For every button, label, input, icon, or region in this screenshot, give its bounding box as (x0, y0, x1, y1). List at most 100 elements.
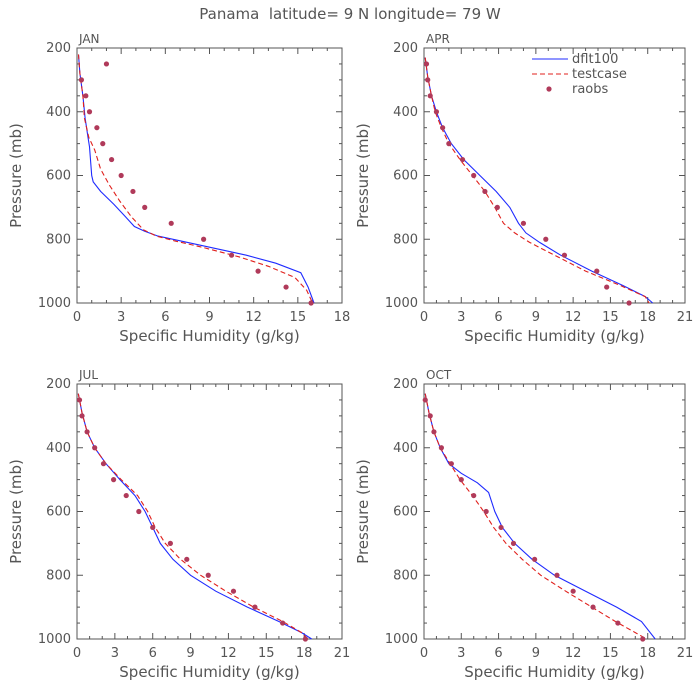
x-tick-label: 3 (111, 646, 119, 661)
legend-label: raobs (572, 82, 609, 97)
dflt100-line (424, 57, 654, 304)
raobs-point (510, 540, 517, 546)
raobs-point (423, 61, 430, 67)
x-tick-label: 3 (117, 310, 125, 325)
x-tick-label: 6 (161, 310, 169, 325)
raobs-point (640, 636, 646, 642)
raobs-point (626, 300, 632, 306)
y-axis-label: Pressure (mb) (354, 459, 372, 564)
raobs-point (448, 461, 454, 467)
x-axis-label: Specific Humidity (g/kg) (119, 663, 299, 681)
testcase-line (77, 393, 309, 640)
panel-label: APR (426, 32, 450, 46)
raobs-point (425, 77, 431, 83)
y-tick-label: 200 (46, 377, 71, 392)
legend-label: dflt100 (572, 52, 618, 67)
raobs-point (92, 445, 98, 451)
raobs-point (142, 204, 148, 210)
y-tick-label: 800 (393, 232, 418, 247)
figure-title: Panama latitude= 9 N longitude= 79 W (199, 5, 501, 23)
x-tick-label: 12 (565, 646, 582, 661)
x-axis-label: Specific Humidity (g/kg) (119, 327, 299, 345)
raobs-point (184, 556, 190, 562)
x-tick-label: 18 (296, 646, 313, 661)
raobs-point (252, 604, 258, 610)
panel-jan: 0 3 6 9 12 15 18 200 400 600 800 1000 JAN Specific Hu… (7, 32, 350, 345)
raobs-point (431, 429, 437, 435)
raobs-point (150, 524, 156, 531)
testcase-line (424, 393, 647, 640)
plot-frame (76, 47, 343, 304)
y-tick-label: 200 (393, 377, 418, 392)
raobs-point (283, 284, 289, 290)
x-tick-label: 3 (457, 310, 465, 325)
y-tick-label: 600 (46, 169, 71, 184)
dflt100-line (77, 54, 315, 304)
raobs-point (83, 93, 89, 99)
y-tick-label: 1000 (38, 296, 71, 311)
y-tick-label: 400 (393, 105, 418, 120)
y-tick-label: 800 (46, 568, 71, 583)
plot-frame (76, 383, 343, 640)
y-tick-label: 1000 (38, 632, 71, 647)
raobs-point (440, 125, 446, 131)
raobs-point (84, 429, 90, 435)
x-tick-label: 0 (420, 646, 428, 661)
plot-frame (423, 383, 686, 640)
raobs-point (103, 61, 110, 67)
raobs-point (471, 172, 477, 179)
raobs-point (100, 141, 106, 147)
y-tick-label: 600 (393, 169, 418, 184)
legend-label: testcase (572, 67, 627, 82)
x-tick-label: 9 (205, 310, 213, 325)
raobs-point (228, 252, 235, 258)
panel-oct: 0 3 6 9 12 15 18 21 200 400 600 800 1000 OCT Specific … (354, 368, 693, 681)
y-axis-label: Pressure (mb) (7, 123, 25, 228)
y-tick-label: 600 (393, 505, 418, 520)
raobs-point (590, 604, 596, 610)
panel-label: JUL (78, 368, 98, 382)
raobs-point (308, 300, 314, 306)
panel-label: JAN (78, 32, 100, 46)
raobs-point (94, 125, 100, 131)
raobs-point (136, 508, 142, 515)
raobs-point (427, 413, 433, 419)
x-tick-label: 18 (639, 310, 656, 325)
testcase-line (424, 57, 650, 304)
raobs-point (280, 620, 286, 626)
raobs-point (604, 284, 610, 290)
raobs-point (543, 236, 549, 242)
raobs-point (110, 477, 117, 483)
y-tick-label: 1000 (385, 296, 418, 311)
x-tick-label: 15 (602, 646, 619, 661)
raobs-point (86, 109, 93, 115)
plot-frame (423, 47, 686, 304)
raobs-point (123, 492, 129, 499)
raobs-point (78, 77, 85, 83)
raobs-point (79, 413, 85, 419)
x-axis-label: Specific Humidity (g/kg) (464, 663, 644, 681)
x-tick-label: 21 (677, 646, 694, 661)
raobs-point (570, 588, 576, 594)
y-tick-label: 800 (46, 232, 71, 247)
y-tick-label: 400 (46, 441, 71, 456)
raobs-point (167, 540, 173, 546)
x-tick-label: 12 (245, 310, 262, 325)
raobs-point (302, 636, 309, 642)
y-tick-label: 400 (46, 105, 71, 120)
x-tick-label: 12 (565, 310, 582, 325)
x-tick-label: 18 (639, 646, 656, 661)
raobs-point (255, 268, 261, 274)
y-tick-label: 600 (46, 505, 71, 520)
raobs-point (498, 524, 504, 531)
raobs-point (483, 508, 489, 515)
raobs-point (108, 156, 115, 163)
x-tick-label: 21 (677, 310, 694, 325)
panel-apr: 0 3 6 9 12 15 18 21 200 400 600 800 1000 APR Specific … (354, 32, 693, 345)
x-tick-label: 9 (532, 646, 540, 661)
raobs-point (554, 572, 560, 578)
raobs-point (459, 156, 466, 163)
x-tick-label: 6 (494, 310, 502, 325)
raobs-point (471, 492, 477, 499)
